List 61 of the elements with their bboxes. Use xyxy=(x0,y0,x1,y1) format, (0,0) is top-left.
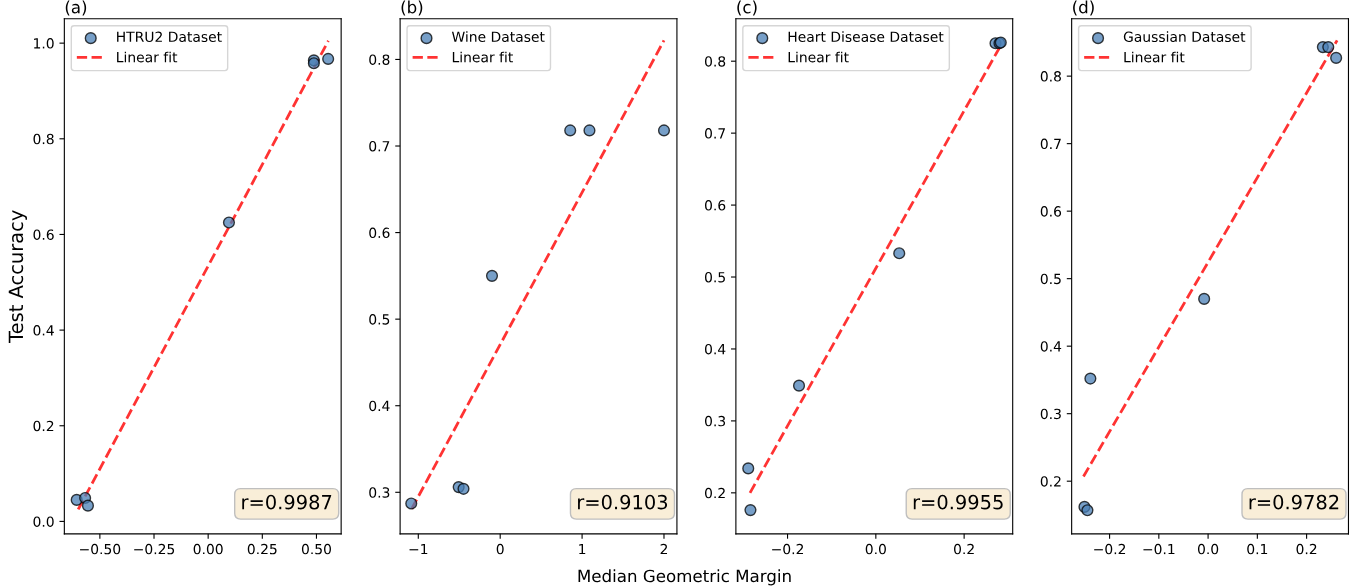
y-tick-label: 0.8 xyxy=(1040,71,1061,82)
y-tick-label: 0.7 xyxy=(369,140,390,152)
x-tick-label: 1 xyxy=(579,544,586,555)
y-axis-title: Test Accuracy xyxy=(8,210,27,343)
y-tick-label: 0.7 xyxy=(704,128,725,139)
y-tick-label: 0.8 xyxy=(704,56,726,67)
x-tick-label: −0.2 xyxy=(772,543,804,555)
y-tick-label: 0.0 xyxy=(33,516,54,527)
x-tick-label: 0.0 xyxy=(865,543,886,555)
x-tick-label: 0.2 xyxy=(1296,543,1317,555)
annotation: r=0.9782 xyxy=(1249,494,1339,510)
chart-title: (b) xyxy=(401,0,423,16)
x-tick-label: 0.00 xyxy=(193,543,223,555)
y-tick-label: 1.0 xyxy=(34,38,54,49)
x-tick-label: 0.50 xyxy=(301,543,331,555)
x-tick-label: −0.50 xyxy=(80,543,121,555)
y-tick-label: 0.3 xyxy=(369,487,390,498)
y-tick-label: 0.6 xyxy=(1040,206,1062,217)
x-axis-title: Median Geometric Margin xyxy=(578,569,791,586)
y-tick-label: 0.4 xyxy=(33,325,54,336)
legend-label: Linear fit xyxy=(1124,51,1185,63)
y-tick-label: 0.4 xyxy=(704,343,726,355)
x-tick-label: −1 xyxy=(409,544,428,555)
chart-title: (a) xyxy=(65,0,87,16)
x-tick-label: 0 xyxy=(496,543,504,555)
y-tick-label: 0.4 xyxy=(1040,341,1062,352)
legend-label: HTRU2 Dataset xyxy=(117,31,222,42)
y-tick-label: 0.3 xyxy=(704,415,726,427)
y-tick-label: 0.7 xyxy=(1040,138,1061,150)
x-tick-label: 0.25 xyxy=(247,543,277,555)
legend-label: Wine Dataset xyxy=(451,31,545,42)
x-tick-label: 0.1 xyxy=(1247,543,1268,555)
chart-title: (c) xyxy=(737,0,757,16)
legend-label: Heart Disease Dataset xyxy=(788,31,944,42)
y-tick-label: 0.6 xyxy=(704,200,726,211)
x-tick-label: 0.2 xyxy=(954,543,974,555)
x-tick-label: −0.2 xyxy=(1094,543,1126,555)
annotation: r=0.9103 xyxy=(578,494,668,510)
chart-title: (d) xyxy=(1073,0,1094,16)
y-tick-label: 0.8 xyxy=(33,133,54,145)
y-tick-label: 0.2 xyxy=(704,487,725,499)
x-tick-label: 2 xyxy=(660,543,668,555)
y-tick-label: 0.2 xyxy=(1040,476,1061,487)
legend-label: Gaussian Dataset xyxy=(1123,31,1246,42)
legend-label: Linear fit xyxy=(788,51,849,63)
annotation: r=0.9955 xyxy=(913,494,1003,510)
x-tick-label: −0.25 xyxy=(134,543,175,555)
legend-label: Linear fit xyxy=(452,51,513,63)
y-tick-label: 0.6 xyxy=(369,227,390,239)
y-tick-label: 0.5 xyxy=(369,314,390,325)
y-tick-label: 0.5 xyxy=(704,271,725,283)
annotation: r=0.9987 xyxy=(242,494,332,510)
y-tick-label: 0.2 xyxy=(33,420,54,432)
legend-label: Linear fit xyxy=(117,51,178,63)
x-tick-label: −0.1 xyxy=(1143,543,1175,555)
y-tick-label: 0.4 xyxy=(369,400,390,412)
x-tick-label: 0.0 xyxy=(1197,543,1219,555)
y-tick-label: 0.5 xyxy=(1040,273,1061,285)
y-tick-label: 0.3 xyxy=(1040,408,1061,420)
y-tick-label: 0.6 xyxy=(33,229,54,240)
y-tick-label: 0.8 xyxy=(369,54,390,65)
